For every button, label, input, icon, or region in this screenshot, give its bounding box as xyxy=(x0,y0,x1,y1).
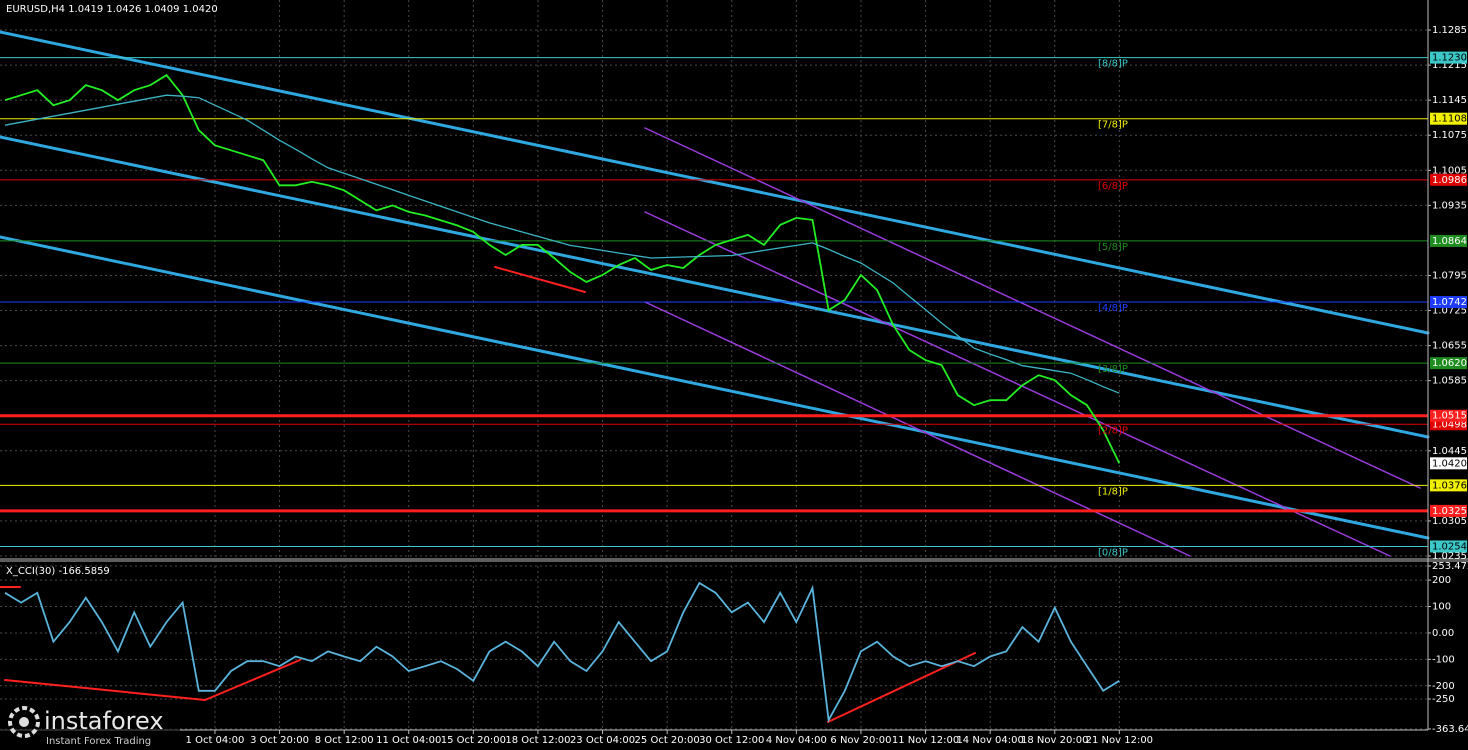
price-tag-label: 1.0376 xyxy=(1432,480,1467,491)
x-tick-label: 3 Oct 20:00 xyxy=(250,735,309,746)
price-tag-label: 1.0498 xyxy=(1432,419,1467,430)
x-tick-label: 11 Oct 04:00 xyxy=(376,735,441,746)
channel-line xyxy=(644,127,1421,489)
price-tag xyxy=(1430,409,1467,422)
trend-line xyxy=(4,679,206,701)
trend-line xyxy=(494,266,586,293)
price-tag-label: 1.0986 xyxy=(1432,175,1467,186)
grid-layer xyxy=(0,0,1428,730)
y-tick-label: 1.1285 xyxy=(1432,25,1467,36)
chart-title: EURUSD,H4 1.0419 1.0426 1.0409 1.0420 xyxy=(6,4,218,15)
price-tag-label: 1.0620 xyxy=(1432,358,1467,369)
price-tag-label: 1.0515 xyxy=(1432,411,1467,422)
level-name: [8/8]P xyxy=(1098,59,1128,70)
channel-line xyxy=(0,235,1430,540)
data-layer xyxy=(0,57,1428,723)
y-tick-label: 1.0795 xyxy=(1432,270,1467,281)
x-tick-label: 21 Nov 12:00 xyxy=(1086,735,1153,746)
y-tick-label: 1.0655 xyxy=(1432,341,1467,352)
level-name: [2/8]P xyxy=(1098,425,1128,436)
data-line xyxy=(4,581,1120,723)
trend-lines xyxy=(0,30,1430,723)
x-tick-label: 14 Nov 04:00 xyxy=(956,735,1023,746)
y-tick-label: 1.1215 xyxy=(1432,60,1467,71)
y-tick-label: 0.00 xyxy=(1432,628,1454,639)
y-tick-label: 253.4725 xyxy=(1432,561,1468,572)
y-tick-label: 1.0445 xyxy=(1432,446,1467,457)
x-tick-label: 18 Oct 12:00 xyxy=(505,735,570,746)
y-tick-label: 100 xyxy=(1432,602,1451,613)
x-tick-label: 23 Oct 04:00 xyxy=(570,735,635,746)
x-tick-label: 18 Nov 20:00 xyxy=(1021,735,1088,746)
price-tag xyxy=(1430,357,1467,370)
watermark: instaforex Instant Forex Trading xyxy=(0,704,180,750)
y-tick-label: -250 xyxy=(1432,694,1455,705)
price-tag-label: 1.0254 xyxy=(1432,541,1467,552)
price-tag-label: 1.1108 xyxy=(1432,114,1467,125)
price-tag xyxy=(1430,540,1467,553)
level-name: [4/8]P xyxy=(1098,303,1128,314)
price-tag-label: 1.0864 xyxy=(1432,236,1467,247)
y-tick-label: -200 xyxy=(1432,681,1455,692)
watermark-bg xyxy=(0,704,180,750)
level-name: [0/8]P xyxy=(1098,547,1128,558)
data-line xyxy=(4,94,1120,394)
channel-line xyxy=(0,135,1430,439)
label-layer: 1.1285 1.1215 1.1145 1.1075 1.1005 1.0935 1.07… xyxy=(186,25,1468,746)
level-name: [6/8]P xyxy=(1098,181,1128,192)
y-tick-label: 1.0585 xyxy=(1432,376,1467,387)
data-line xyxy=(4,73,1121,464)
price-tag xyxy=(1430,504,1467,517)
level-name: [1/8]P xyxy=(1098,486,1128,497)
logo-icon xyxy=(19,717,29,727)
y-tick-label: 1.0235 xyxy=(1432,551,1467,562)
price-tag xyxy=(1430,234,1467,247)
level-name: [7/8]P xyxy=(1098,120,1128,131)
y-tick-label: 1.1075 xyxy=(1432,130,1467,141)
y-tick-label: 1.1145 xyxy=(1432,95,1467,106)
trend-line xyxy=(827,652,976,723)
y-tick-label: 200 xyxy=(1432,575,1451,586)
price-tag xyxy=(1430,51,1467,64)
x-tick-label: 1 Oct 04:00 xyxy=(186,735,245,746)
y-tick-label: 1.1005 xyxy=(1432,165,1467,176)
x-tick-label: 11 Nov 12:00 xyxy=(892,735,959,746)
y-tick-label: 1.0305 xyxy=(1432,516,1467,527)
y-tick-label: -100 xyxy=(1432,654,1455,665)
logo-icon xyxy=(8,706,40,738)
price-tag xyxy=(1430,296,1467,309)
slogan: Instant Forex Trading xyxy=(46,736,151,747)
x-tick-label: 4 Nov 04:00 xyxy=(766,735,827,746)
indicator-title: X_CCI(30) -166.5859 xyxy=(6,566,110,577)
y-tick-label: 1.0935 xyxy=(1432,200,1467,211)
trend-line xyxy=(204,659,301,701)
channel-line xyxy=(644,301,1191,557)
price-tag xyxy=(1430,479,1467,492)
x-tick-label: 8 Oct 12:00 xyxy=(315,735,374,746)
current-price-tag xyxy=(1430,457,1467,470)
channel-line xyxy=(0,30,1430,335)
price-tag-label: 1.0325 xyxy=(1432,506,1467,517)
price-tag-label: 1.0742 xyxy=(1432,297,1467,308)
y-tick-label: 1.0725 xyxy=(1432,306,1467,317)
price-tag-label: 1.1230 xyxy=(1432,53,1467,64)
x-tick-label: 30 Oct 12:00 xyxy=(699,735,764,746)
price-tag xyxy=(1430,112,1467,125)
current-price-label: 1.0420 xyxy=(1432,458,1467,469)
level-name: [5/8]P xyxy=(1098,242,1128,253)
x-tick-label: 25 Oct 20:00 xyxy=(635,735,700,746)
x-tick-label: 6 Nov 20:00 xyxy=(830,735,891,746)
channel-line xyxy=(644,211,1391,557)
level-name: [3/8]P xyxy=(1098,364,1128,375)
price-tag xyxy=(1430,173,1467,186)
x-tick-label: 15 Oct 20:00 xyxy=(441,735,506,746)
brand: instaforex xyxy=(44,707,164,735)
y-tick-label: -363.641 xyxy=(1432,724,1468,735)
